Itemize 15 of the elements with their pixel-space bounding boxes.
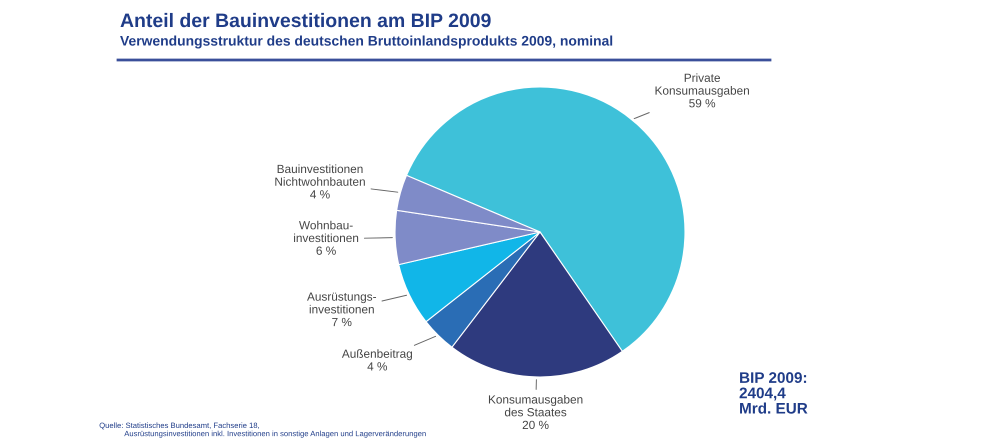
data-label: 59 % [689, 99, 716, 108]
data-label: 4 % [367, 362, 388, 371]
data-label: 6 % [316, 246, 336, 255]
chart-subtitle: Verwendungsstruktur des deutschen Bruttoinlandsprodukts 2009, nominal [120, 35, 612, 49]
slice-label: Private Konsumausgaben [656, 73, 749, 98]
slice-label: Ausrüstungs- investitionen [307, 292, 376, 314]
slice-label: Wohnbau- investitionen [294, 220, 358, 242]
data-label: 20 % [522, 420, 549, 430]
data-label: 7 % [332, 318, 352, 326]
text: BIP 2009: 2404,4 Mrd. EUR [740, 372, 808, 414]
slice-label: Außenbeitrag [342, 349, 412, 360]
data-label: 4 % [310, 190, 330, 198]
chart-title: Anteil der Bauinvestitionen am BIP 2009 [120, 12, 491, 28]
slice-label: Konsumausgaben des Staates [488, 394, 582, 416]
slice-label: Bauinvestitionen Nichtwohnbauten [275, 164, 365, 186]
